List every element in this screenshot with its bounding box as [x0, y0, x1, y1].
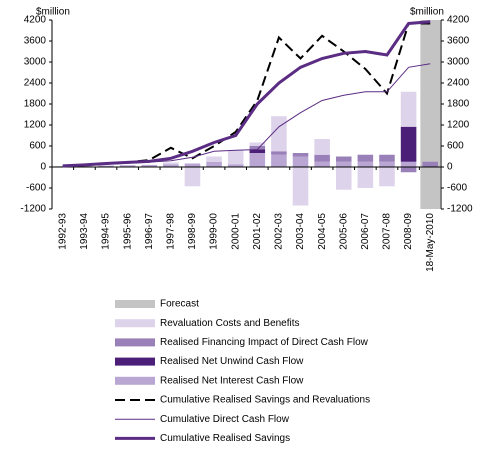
- legend-label: Realised Net Unwind Cash Flow: [160, 356, 304, 367]
- legend-label: Cumulative Realised Savings and Revaluat…: [160, 395, 370, 406]
- y-tick-label: 1200: [24, 120, 47, 131]
- legend-label: Realised Financing Impact of Direct Cash…: [160, 337, 369, 348]
- legend-swatch: [115, 338, 155, 347]
- legend-swatch: [115, 357, 155, 366]
- legend-label: Cumulative Direct Cash Flow: [160, 414, 290, 425]
- bar: [249, 149, 266, 153]
- bar: [335, 167, 352, 190]
- bar: [249, 146, 266, 150]
- bar: [206, 161, 222, 167]
- bar: [314, 154, 330, 162]
- x-tick-label: 1996-97: [144, 213, 155, 250]
- bar: [163, 164, 179, 167]
- bar: [292, 156, 309, 167]
- x-tick-label: 2003-04: [295, 213, 306, 250]
- bar: [141, 164, 158, 167]
- bar: [249, 142, 266, 146]
- bar: [227, 150, 244, 165]
- x-tick-label: 2007-08: [382, 213, 393, 250]
- line: [62, 22, 431, 167]
- bar: [184, 163, 201, 167]
- legend-label: Realised Net Interest Cash Flow: [160, 375, 304, 386]
- bar: [76, 165, 93, 167]
- bar: [379, 167, 395, 187]
- y2-tick-label: 2400: [447, 78, 470, 89]
- bar: [163, 162, 179, 165]
- y2-tick-label: 3600: [447, 36, 470, 47]
- x-tick-label: 2004-05: [317, 213, 328, 250]
- y-tick-label: 3000: [24, 57, 47, 68]
- legend-swatch: [115, 319, 155, 328]
- legend-swatch: [115, 376, 155, 385]
- y-tick-label: -600: [26, 183, 46, 194]
- y-tick-label: 3600: [24, 36, 47, 47]
- y2-tick-label: 600: [447, 141, 464, 152]
- bar: [400, 126, 417, 162]
- y2-tick-label: 3000: [447, 57, 470, 68]
- x-tick-label: 18-May-2010: [425, 213, 436, 272]
- y2-tick-label: 4200: [447, 15, 470, 26]
- y2-tick-label: 1200: [447, 120, 470, 131]
- y-tick-label: 1800: [24, 99, 47, 110]
- y-tick-label: 600: [29, 141, 46, 152]
- y-axis-title: $million: [36, 7, 70, 18]
- x-tick-label: 1995-96: [122, 213, 133, 250]
- x-tick-label: 1993-94: [79, 213, 90, 250]
- forecast-shade: [420, 20, 440, 209]
- x-tick-label: 2001-02: [252, 213, 263, 250]
- bar: [184, 167, 201, 187]
- bar: [271, 154, 287, 167]
- y2-tick-label: 1800: [447, 99, 470, 110]
- bar: [335, 161, 352, 167]
- legend-label: Forecast: [160, 299, 199, 310]
- y-tick-label: 2400: [24, 78, 47, 89]
- y2-axis-title: $million: [410, 7, 444, 18]
- x-tick-label: 1999-00: [209, 213, 220, 250]
- bar: [119, 165, 136, 167]
- x-tick-label: 2002-03: [274, 213, 285, 250]
- bar: [271, 151, 287, 155]
- bar: [400, 167, 417, 173]
- bar: [357, 167, 374, 188]
- x-tick-label: 1998-99: [187, 213, 198, 250]
- bar: [357, 161, 374, 167]
- bar: [292, 153, 309, 157]
- legend-label: Revaluation Costs and Benefits: [160, 318, 300, 329]
- line: [62, 20, 431, 168]
- bar: [400, 161, 417, 167]
- bar: [271, 116, 287, 152]
- x-tick-label: 2005-06: [338, 213, 349, 250]
- legend-label: Cumulative Realised Savings: [160, 433, 290, 444]
- bar: [292, 167, 309, 206]
- bar: [98, 165, 114, 167]
- bar: [314, 161, 330, 167]
- bar: [379, 154, 395, 162]
- bar: [314, 139, 330, 155]
- y-tick-label: 4200: [24, 15, 47, 26]
- x-tick-label: 2000-01: [230, 213, 241, 250]
- y-tick-label: 0: [40, 162, 46, 173]
- x-tick-label: 2008-09: [403, 213, 414, 250]
- y-tick-label: -1200: [20, 204, 46, 215]
- bar: [379, 161, 395, 167]
- x-tick-label: 2006-07: [360, 213, 371, 250]
- x-tick-label: 1997-98: [166, 213, 177, 250]
- bar: [249, 153, 266, 167]
- bar: [335, 156, 352, 162]
- bar: [227, 164, 244, 167]
- y2-tick-label: -1200: [447, 204, 473, 215]
- bar: [422, 161, 438, 167]
- x-tick-label: 1992-93: [57, 213, 68, 250]
- y2-tick-label: -600: [447, 183, 467, 194]
- legend-swatch: [115, 300, 155, 308]
- x-tick-label: 1994-95: [101, 213, 112, 250]
- y2-tick-label: 0: [447, 162, 453, 173]
- bar: [357, 154, 374, 162]
- bar: [400, 91, 417, 127]
- bar: [206, 156, 222, 162]
